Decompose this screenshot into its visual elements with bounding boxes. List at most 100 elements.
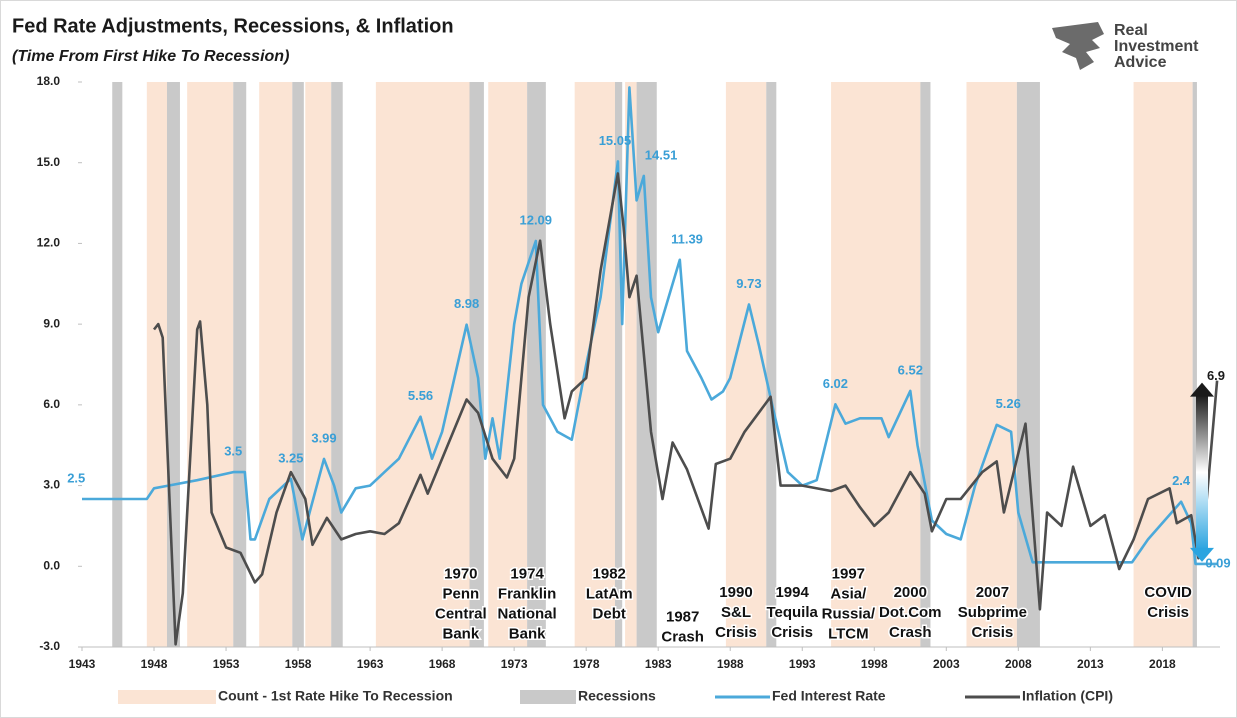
peak-label: 12.09: [519, 212, 552, 227]
band: [375, 82, 470, 647]
event-label: Tequila: [766, 604, 818, 621]
x-tick-label: 1988: [717, 657, 744, 671]
peak-label: 11.39: [671, 231, 703, 246]
legend-swatch: [520, 690, 576, 704]
band: [305, 82, 332, 647]
x-tick-label: 1953: [213, 657, 240, 671]
event-label: Crisis: [715, 624, 757, 641]
x-tick-label: 2003: [933, 657, 960, 671]
y-tick-label: 12.0: [37, 236, 61, 250]
band: [112, 82, 123, 647]
peak-label: 5.26: [996, 396, 1021, 411]
y-tick-label: -3.0: [39, 639, 60, 653]
x-tick-label: 1963: [357, 657, 384, 671]
peak-label: 2.4: [1172, 473, 1191, 488]
event-label: 1982: [593, 565, 626, 582]
peak-label: 3.5: [224, 444, 242, 459]
brand-line: Investment: [1114, 38, 1199, 55]
event-label: Bank: [443, 625, 480, 642]
peak-label: 6.02: [823, 376, 848, 391]
x-tick-label: 1998: [861, 657, 888, 671]
x-tick-label: 1978: [573, 657, 600, 671]
band: [831, 82, 921, 647]
x-tick-label: 2018: [1149, 657, 1176, 671]
event-label: Russia/: [822, 605, 876, 622]
y-tick-label: 6.0: [43, 397, 60, 411]
event-label: LatAm: [586, 585, 633, 602]
legend-label: Inflation (CPI): [1022, 688, 1113, 704]
event-label: LTCM: [828, 625, 869, 642]
band: [146, 82, 167, 647]
event-label: Central: [435, 605, 487, 622]
event-label: Dot.Com: [879, 604, 942, 621]
event-label: Bank: [509, 625, 546, 642]
chart-subtitle: (Time From First Hike To Recession): [12, 48, 289, 65]
brand-line: Advice: [1114, 54, 1167, 71]
band: [766, 82, 777, 647]
band: [574, 82, 615, 647]
x-tick-label: 1968: [429, 657, 456, 671]
x-tick-label: 1973: [501, 657, 528, 671]
event-label: 1997: [832, 565, 865, 582]
event-label: Crisis: [1147, 604, 1189, 621]
band: [527, 82, 546, 647]
x-tick-label: 1958: [285, 657, 312, 671]
event-label: 1987: [666, 608, 699, 625]
x-tick-label: 1993: [789, 657, 816, 671]
event-label: 1994: [775, 584, 809, 601]
lines: [82, 86, 1219, 646]
event-label: Crisis: [972, 624, 1014, 641]
event-label: Penn: [443, 585, 480, 602]
y-tick-label: 0.0: [43, 558, 60, 572]
x-tick-label: 2013: [1077, 657, 1104, 671]
peak-label: 9.73: [736, 276, 761, 291]
brand-line: Real: [1114, 22, 1148, 39]
band: [1192, 82, 1197, 647]
peak-label: 6.52: [898, 362, 923, 377]
band: [966, 82, 1017, 647]
peak-label: 2.5: [67, 470, 85, 485]
band: [920, 82, 931, 647]
peak-label: 15.05: [599, 133, 632, 148]
event-label: Subprime: [958, 604, 1027, 621]
band: [614, 82, 623, 647]
band: [331, 82, 343, 647]
band: [625, 82, 637, 647]
event-label: Crash: [661, 628, 704, 645]
logo-eagle: [1052, 22, 1104, 70]
legend-label: Count - 1st Rate Hike To Recession: [218, 688, 453, 704]
peak-label: 8.98: [454, 296, 479, 311]
event-label: 1974: [510, 565, 544, 582]
series-line: [82, 86, 1218, 566]
peak-label: 14.51: [645, 147, 678, 162]
event-label: COVID: [1144, 584, 1192, 601]
end-arrow: [1196, 394, 1208, 550]
band: [636, 82, 657, 647]
band: [259, 82, 293, 647]
x-tick-label: 1948: [141, 657, 168, 671]
band: [292, 82, 304, 647]
legend-label: Recessions: [578, 688, 656, 704]
event-label: 1970: [444, 565, 477, 582]
end-value: 6.9: [1207, 368, 1225, 383]
band: [166, 82, 180, 647]
legend-label: Fed Interest Rate: [772, 688, 886, 704]
series-line: [152, 172, 1219, 646]
chart-title: Fed Rate Adjustments, Recessions, & Infl…: [12, 15, 454, 37]
event-label: National: [498, 605, 557, 622]
event-label: 1990: [719, 584, 752, 601]
event-label: Crisis: [771, 624, 813, 641]
legend-swatch: [118, 690, 216, 704]
end-value: 0.09: [1205, 555, 1230, 570]
x-tick-label: 2008: [1005, 657, 1032, 671]
x-tick-label: 1983: [645, 657, 672, 671]
event-label: S&L: [721, 604, 751, 621]
band: [488, 82, 528, 647]
y-tick-label: 18.0: [37, 74, 61, 88]
band: [1133, 82, 1193, 647]
event-label: Franklin: [498, 585, 556, 602]
y-tick-label: 3.0: [43, 478, 60, 492]
x-tick-label: 1943: [69, 657, 96, 671]
arrow-head-up: [1190, 382, 1214, 397]
